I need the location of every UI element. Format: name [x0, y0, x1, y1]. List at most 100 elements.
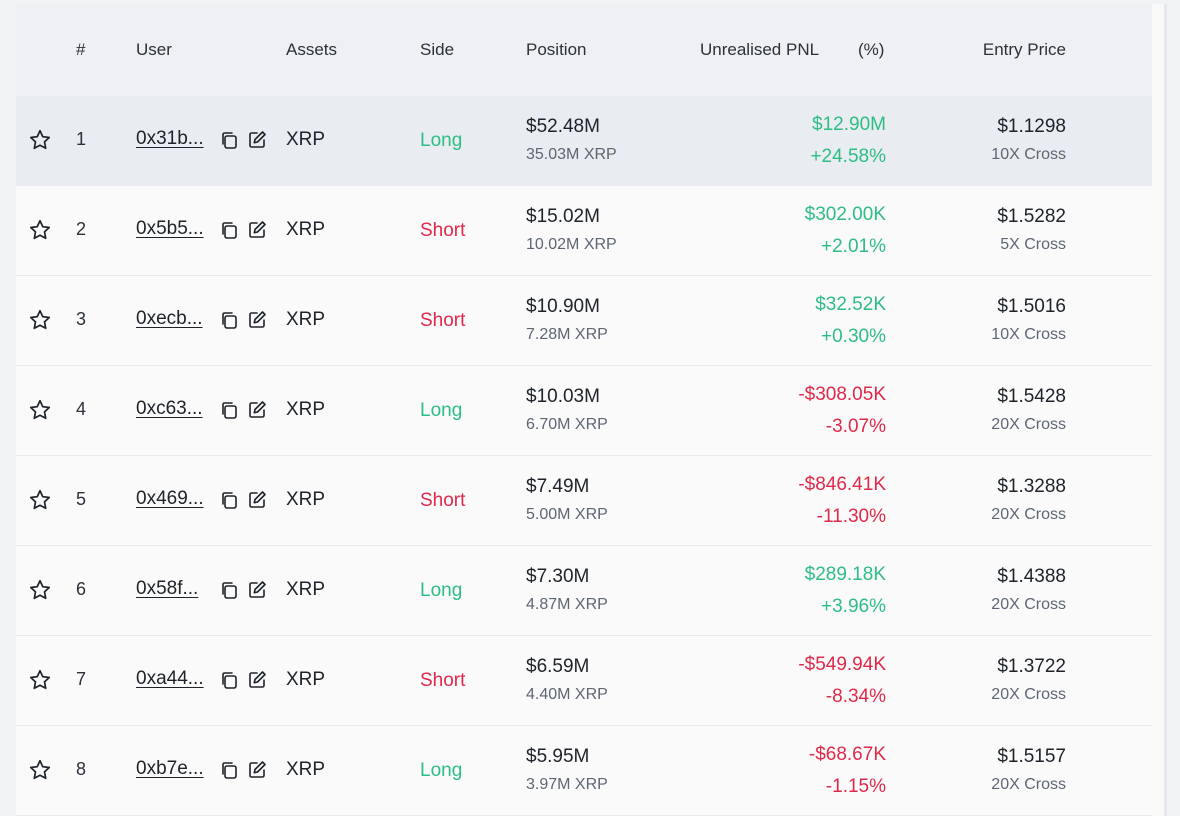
header-position[interactable]: Position	[526, 40, 587, 59]
unrealised-pnl-percent: -3.07%	[825, 416, 886, 437]
leverage-mode: 10X Cross	[991, 146, 1066, 163]
copy-icon[interactable]	[219, 310, 239, 330]
leverage-mode: 20X Cross	[991, 416, 1066, 433]
user-address-link[interactable]: 0xb7e...	[136, 758, 204, 779]
table-row[interactable]: 8 0xb7e... XRP Long $5.95M 3.97M XRP -$68.67K -…	[16, 726, 1152, 816]
unrealised-pnl-value: -$549.94K	[798, 654, 886, 675]
position-quantity: 6.70M XRP	[526, 416, 608, 433]
table-row[interactable]: 1 0x31b... XRP Long $52.48M 35.03M XRP $12.90M…	[16, 96, 1152, 186]
unrealised-pnl-percent: +0.30%	[821, 326, 886, 347]
entry-price: $1.5016	[997, 296, 1066, 317]
entry-price: $1.3722	[997, 656, 1066, 677]
favorite-star-icon[interactable]	[28, 578, 52, 602]
asset-symbol: XRP	[286, 129, 326, 150]
rank-number: 8	[76, 759, 87, 779]
table-row[interactable]: 5 0x469... XRP Short $7.49M 5.00M XRP -$846.41…	[16, 456, 1152, 546]
position-quantity: 10.02M XRP	[526, 236, 617, 253]
user-address-link[interactable]: 0xecb...	[136, 308, 203, 329]
table-row[interactable]: 3 0xecb... XRP Short $10.90M 7.28M XRP $32.52K…	[16, 276, 1152, 366]
header-rank: #	[76, 40, 86, 59]
leverage-mode: 5X Cross	[1000, 236, 1066, 253]
edit-icon[interactable]	[246, 579, 268, 601]
leverage-mode: 20X Cross	[991, 506, 1066, 523]
position-value: $52.48M	[526, 116, 600, 137]
copy-icon[interactable]	[219, 400, 239, 420]
table-row[interactable]: 6 0x58f... XRP Long $7.30M 4.87M XRP $289.18K +…	[16, 546, 1152, 636]
entry-price: $1.1298	[997, 116, 1066, 137]
edit-icon[interactable]	[246, 219, 268, 241]
position-value: $7.30M	[526, 566, 590, 587]
position-quantity: 4.87M XRP	[526, 596, 608, 613]
copy-icon[interactable]	[219, 670, 239, 690]
leverage-mode: 10X Cross	[991, 326, 1066, 343]
entry-price: $1.4388	[997, 566, 1066, 587]
rank-number: 3	[76, 309, 87, 329]
user-address-link[interactable]: 0x58f...	[136, 578, 199, 599]
favorite-star-icon[interactable]	[28, 758, 52, 782]
table-row[interactable]: 2 0x5b5... XRP Short $15.02M 10.02M XRP $302.0…	[16, 186, 1152, 276]
favorite-star-icon[interactable]	[28, 218, 52, 242]
unrealised-pnl-value: $302.00K	[804, 204, 886, 225]
unrealised-pnl-percent: -11.30%	[816, 506, 886, 527]
edit-icon[interactable]	[246, 129, 268, 151]
positions-table: # User Assets Side Position Unrealised P…	[16, 4, 1167, 816]
favorite-star-icon[interactable]	[28, 128, 52, 152]
unrealised-pnl-percent: +24.58%	[810, 146, 886, 167]
copy-icon[interactable]	[219, 490, 239, 510]
leverage-mode: 20X Cross	[991, 596, 1066, 613]
side-label: Long	[420, 580, 463, 601]
side-label: Short	[420, 670, 466, 691]
header-user[interactable]: User	[136, 40, 172, 59]
position-value: $15.02M	[526, 206, 600, 227]
edit-icon[interactable]	[246, 759, 268, 781]
side-label: Long	[420, 130, 463, 151]
table-row[interactable]: 4 0xc63... XRP Long $10.03M 6.70M XRP -$308.05…	[16, 366, 1152, 456]
entry-price: $1.5428	[997, 386, 1066, 407]
user-address-link[interactable]: 0xa44...	[136, 668, 204, 689]
position-quantity: 4.40M XRP	[526, 686, 608, 703]
position-value: $6.59M	[526, 656, 590, 677]
table-header: # User Assets Side Position Unrealised P…	[16, 4, 1152, 97]
user-address-link[interactable]: 0x469...	[136, 488, 204, 509]
rank-number: 6	[76, 579, 87, 599]
favorite-star-icon[interactable]	[28, 488, 52, 512]
asset-symbol: XRP	[286, 309, 326, 330]
favorite-star-icon[interactable]	[28, 668, 52, 692]
position-quantity: 5.00M XRP	[526, 506, 608, 523]
header-assets[interactable]: Assets	[286, 40, 338, 59]
user-address-link[interactable]: 0x5b5...	[136, 218, 204, 239]
unrealised-pnl-value: -$68.67K	[808, 744, 886, 765]
copy-icon[interactable]	[219, 760, 239, 780]
edit-icon[interactable]	[246, 669, 268, 691]
unrealised-pnl-percent: +2.01%	[821, 236, 886, 257]
favorite-star-icon[interactable]	[28, 398, 52, 422]
header-side[interactable]: Side	[420, 40, 455, 59]
header-unrealised-pnl[interactable]: Unrealised PNL	[700, 40, 820, 59]
copy-icon[interactable]	[219, 580, 239, 600]
copy-icon[interactable]	[219, 130, 239, 150]
copy-icon[interactable]	[219, 220, 239, 240]
side-label: Short	[420, 490, 466, 511]
header-entry-price[interactable]: Entry Price	[982, 40, 1066, 59]
asset-symbol: XRP	[286, 489, 326, 510]
leverage-mode: 20X Cross	[991, 776, 1066, 793]
position-value: $7.49M	[526, 476, 590, 497]
edit-icon[interactable]	[246, 309, 268, 331]
user-address-link[interactable]: 0x31b...	[136, 128, 204, 149]
table-row[interactable]: 7 0xa44... XRP Short $6.59M 4.40M XRP -$549.94…	[16, 636, 1152, 726]
favorite-star-icon[interactable]	[28, 308, 52, 332]
rank-number: 4	[76, 399, 87, 419]
edit-icon[interactable]	[246, 399, 268, 421]
unrealised-pnl-percent: -8.34%	[825, 686, 886, 707]
asset-symbol: XRP	[286, 669, 326, 690]
unrealised-pnl-value: -$308.05K	[798, 384, 886, 405]
edit-icon[interactable]	[246, 489, 268, 511]
position-value: $5.95M	[526, 746, 590, 767]
side-label: Short	[420, 220, 466, 241]
header-pnl-percent[interactable]: (%)	[858, 40, 885, 59]
unrealised-pnl-percent: -1.15%	[825, 776, 886, 797]
position-quantity: 3.97M XRP	[526, 776, 608, 793]
user-address-link[interactable]: 0xc63...	[136, 398, 203, 419]
rank-number: 5	[76, 489, 87, 509]
asset-symbol: XRP	[286, 399, 326, 420]
